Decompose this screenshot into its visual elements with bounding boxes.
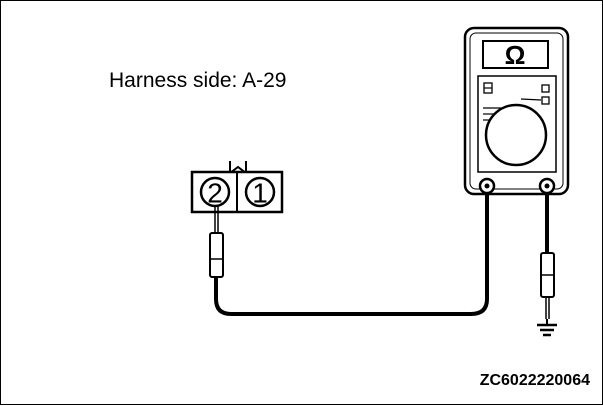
pin-1-label: 1 xyxy=(252,178,268,209)
figure-code: ZC6022220064 xyxy=(479,372,590,389)
test-probe-ground xyxy=(540,193,555,319)
test-probe-left xyxy=(209,206,224,278)
test-lead-wire xyxy=(214,186,489,316)
ground-icon xyxy=(537,319,557,337)
harness-side-label: Harness side: A-29 xyxy=(109,69,287,92)
multimeter: Ω xyxy=(463,26,570,196)
multimeter-display xyxy=(482,40,549,69)
connector-pin-1 xyxy=(244,176,276,208)
multimeter-dial xyxy=(484,103,548,167)
connector-lock-tab xyxy=(229,161,247,175)
ohm-symbol-label: Ω xyxy=(505,40,526,70)
connector-a29: 2 1 xyxy=(190,161,284,214)
pin-2-label: 2 xyxy=(207,178,223,209)
